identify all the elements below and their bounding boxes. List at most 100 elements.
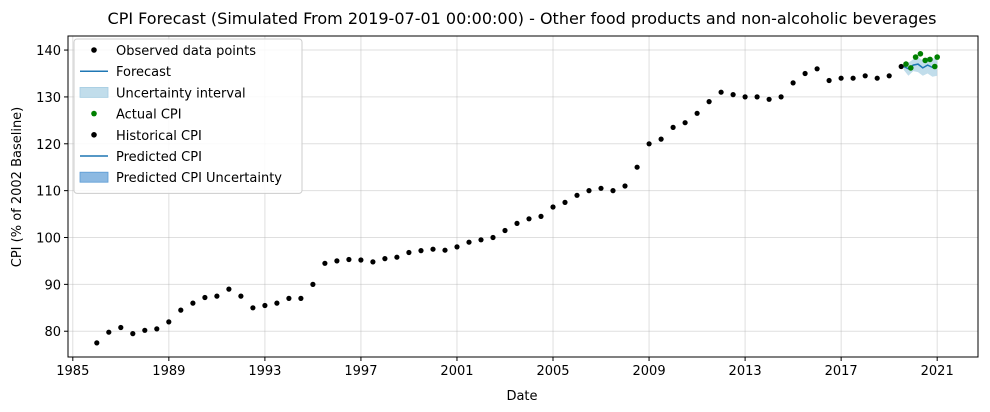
historical-cpi-point (790, 80, 796, 86)
historical-cpi-point (466, 239, 472, 245)
historical-cpi-point (406, 249, 412, 256)
x-tick-label: 1997 (344, 364, 377, 379)
legend-marker-patch (79, 87, 109, 98)
historical-cpi-point (694, 110, 700, 116)
y-tick-label: 90 (44, 278, 61, 293)
historical-cpi-point (670, 124, 676, 130)
actual-cpi-point (912, 54, 919, 60)
historical-cpi-point (142, 327, 148, 333)
historical-cpi-point (730, 92, 736, 98)
legend-marker-dot (91, 47, 97, 53)
legend-label: Forecast (116, 65, 171, 80)
historical-cpi-point (178, 307, 184, 313)
y-tick-label: 80 (44, 325, 61, 340)
legend-label: Uncertainty interval (116, 86, 246, 101)
historical-cpi-point (850, 75, 856, 81)
historical-cpi-point (874, 75, 880, 81)
actual-cpi-point (932, 63, 938, 70)
historical-cpi-point (862, 73, 868, 79)
legend-label: Historical CPI (116, 129, 202, 144)
x-tick-label: 1985 (56, 364, 89, 379)
historical-cpi-point (106, 329, 112, 335)
historical-cpi-point (514, 220, 520, 226)
historical-cpi-point (526, 216, 532, 222)
historical-cpi-point (550, 204, 556, 210)
historical-cpi-point (322, 260, 328, 266)
historical-cpi-point (706, 99, 712, 105)
x-tick-label: 2005 (536, 364, 569, 379)
legend-marker-patch (79, 171, 109, 183)
y-tick-label: 120 (36, 138, 61, 153)
y-tick-label: 140 (36, 44, 61, 59)
historical-cpi-point (826, 77, 832, 84)
historical-cpi-point (154, 326, 160, 332)
historical-cpi-point (778, 94, 784, 100)
legend-label: Observed data points (116, 44, 256, 59)
historical-cpi-point (430, 246, 436, 252)
x-tick-label: 2021 (921, 364, 954, 379)
historical-cpi-point (94, 340, 100, 346)
historical-cpi-point (610, 188, 616, 194)
historical-cpi-point (190, 300, 196, 306)
historical-cpi-point (586, 188, 592, 194)
historical-cpi-point (166, 319, 172, 325)
historical-cpi-point (118, 324, 124, 331)
historical-cpi-point (646, 141, 652, 147)
historical-cpi-point (718, 89, 724, 95)
legend-box (73, 38, 303, 194)
historical-cpi-point (226, 286, 232, 292)
historical-cpi-point (898, 63, 904, 70)
historical-cpi-point (634, 164, 640, 170)
historical-cpi-point (130, 331, 136, 337)
historical-cpi-point (334, 258, 340, 264)
actual-cpi-point (917, 51, 924, 57)
historical-cpi-point (358, 257, 364, 263)
x-tick-label: 1989 (152, 364, 185, 379)
x-tick-label: 2001 (440, 364, 473, 379)
historical-cpi-point (562, 199, 568, 205)
historical-cpi-point (274, 300, 280, 306)
historical-cpi-point (454, 244, 460, 250)
actual-cpi-point (903, 61, 909, 67)
historical-cpi-point (538, 213, 544, 219)
legend-marker-dot (91, 132, 97, 138)
x-tick-label: 1993 (248, 364, 281, 379)
historical-cpi-point (394, 254, 400, 260)
historical-cpi-point (682, 120, 688, 126)
historical-cpi-point (442, 247, 448, 253)
actual-cpi-point (927, 56, 933, 63)
y-tick-label: 130 (36, 91, 61, 106)
historical-cpi-point (814, 66, 820, 72)
historical-cpi-point (754, 94, 760, 100)
plot-frame (67, 35, 979, 358)
y-tick-label: 100 (36, 232, 61, 247)
x-axis-label: Date (506, 389, 537, 404)
historical-cpi-point (382, 256, 388, 262)
historical-cpi-point (202, 294, 208, 301)
y-tick-label: 110 (36, 185, 61, 200)
historical-cpi-point (802, 70, 808, 77)
x-tick-label: 2017 (825, 364, 858, 379)
actual-cpi-point (908, 65, 914, 71)
legend: Observed data points Forecast Uncertainty … (73, 38, 303, 194)
legend-label: Actual CPI (116, 108, 182, 123)
historical-cpi-point (346, 256, 352, 263)
historical-cpi-point (574, 192, 580, 198)
x-tick-label: 2013 (729, 364, 762, 379)
historical-cpi-point (298, 295, 304, 301)
historical-cpi-point (478, 237, 484, 243)
data-points (94, 51, 940, 346)
legend-marker-dot (91, 110, 97, 117)
historical-cpi-point (418, 248, 424, 254)
historical-cpi-point (598, 185, 604, 191)
historical-cpi-point (658, 136, 664, 142)
historical-cpi-point (838, 75, 844, 81)
historical-cpi-point (742, 94, 748, 100)
actual-cpi-point (922, 57, 928, 64)
historical-cpi-point (490, 234, 496, 241)
legend-label: Predicted CPI Uncertainty (116, 171, 282, 186)
historical-cpi-point (622, 183, 628, 189)
actual-cpi-point (934, 54, 940, 60)
historical-cpi-point (370, 259, 376, 265)
